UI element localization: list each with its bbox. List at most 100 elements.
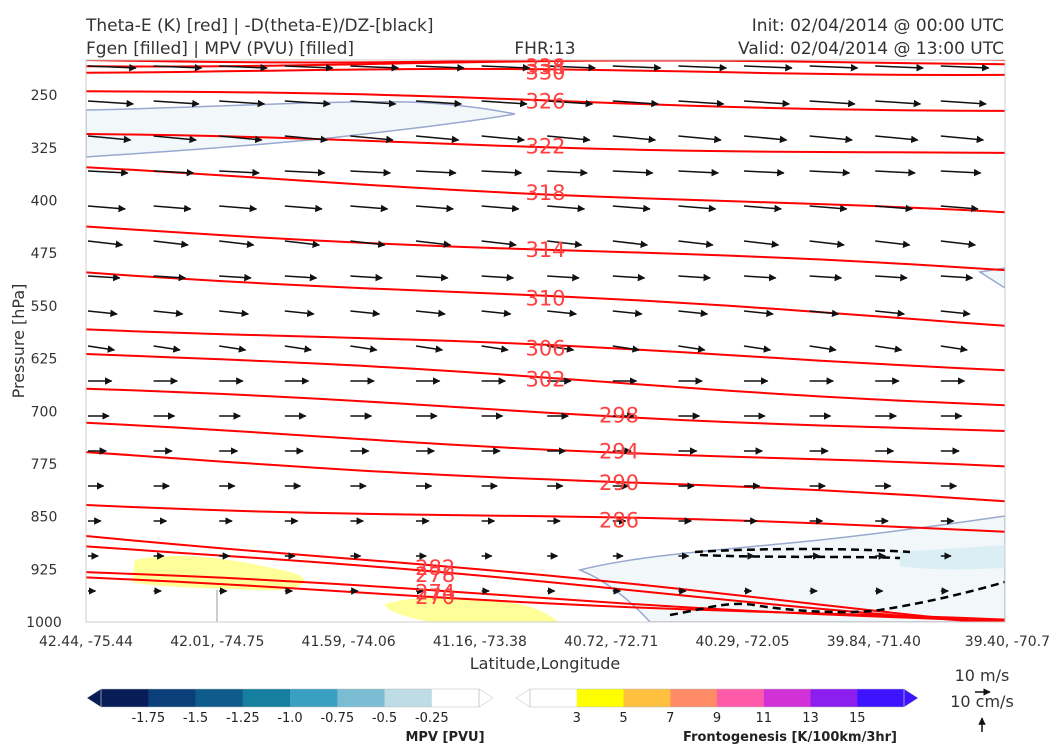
y-axis: 250 325 400 475 550 625 700 775 850 925 1000 [26,88,62,631]
wind-vector [219,309,250,318]
theta-e-contour [86,504,1005,533]
x-tick-label: 39.40, -70.7 [965,634,1050,650]
wind-vector [612,309,643,318]
colorbar-swatch [670,689,718,707]
colorbar-extension-right [478,688,494,708]
wind-vector [87,168,129,177]
x-tick-label: 40.72, -72.71 [564,634,658,650]
stability-contour-upper [694,547,911,554]
wind-vector [481,273,515,282]
wind-vector [678,99,725,108]
theta-e-contour-label: 282 [415,556,455,580]
wind-vector [940,135,985,144]
wind-vector [481,204,520,213]
y-tick-label: 550 [31,299,58,315]
vector-key-vertical-label: 10 cm/s [950,692,1014,711]
wind-vector [743,135,788,144]
colorbar-outline [529,688,905,708]
theta-e-contour [86,387,1005,432]
forecast-hour: FHR:13 [514,39,575,59]
wind-vector [547,99,594,108]
colorbar-swatch [148,689,197,707]
wind-vector [612,204,651,213]
theta-e-contour [86,90,1005,112]
theta-e-contour [86,421,1005,468]
colorbar-extension-left [86,688,102,708]
wind-vector [350,273,383,282]
wind-vector [875,309,906,318]
colorbar-tick-label: 5 [619,711,627,726]
y-tick-label: 925 [31,562,58,578]
colorbar-tick-label: -0.25 [415,711,449,726]
wind-vector [678,135,722,144]
wind-vector [219,99,266,108]
wind-vector [87,345,116,353]
wind-vector [153,168,195,177]
wind-vector [875,240,911,248]
wind-vector [350,240,386,248]
wind-vector [940,63,990,72]
x-tick-label: 41.59, -74.06 [302,634,396,650]
theta-e-contour-label: 314 [525,238,565,262]
stability-contour-lower [669,580,1005,617]
theta-e-contour-label: 290 [599,471,639,495]
wind-vector [809,309,840,318]
wind-vector [481,345,509,353]
y-tick-label: 250 [31,88,58,104]
wind-vector [284,204,323,213]
x-axis-label: Latitude,Longitude [470,654,621,673]
theta-e-contour-label: 270 [415,585,455,609]
theta-e-contour-label: 310 [525,286,565,310]
wind-vector [809,240,845,248]
y-tick-label: 700 [31,404,58,420]
wind-vector [809,345,837,353]
theta-e-contour [86,571,1005,622]
wind-vector [284,135,329,144]
colorbar-extension-left [515,688,531,708]
wind-vector [284,345,312,353]
wind-vector [284,63,334,72]
colorbar-swatch [242,689,291,707]
theta-e-contour-label: 306 [525,336,565,360]
wind-vector [415,204,454,213]
wind-vector [547,345,575,353]
theta-e-contour-label: 338 [525,55,565,79]
colorbar-swatch [717,689,765,707]
wind-vector [350,99,397,108]
wind-vector [547,273,580,282]
wind-vector [415,240,452,248]
colorbar-outline [100,688,480,708]
theta-e-contour [86,60,1005,64]
theta-e-contour-label: 334 [525,55,565,79]
vector-key-horizontal-label: 10 m/s [955,666,1010,685]
colorbar-swatch [431,689,480,707]
colorbar-tick-label: -1.75 [131,711,165,726]
wind-vector [153,99,200,108]
colorbar-tick-label: 9 [713,711,721,726]
wind-vector [153,309,184,318]
theta-e-contour [86,133,1005,154]
wind-vector [809,135,853,144]
wind-vector [87,63,137,72]
wind-vector [284,99,331,108]
theta-e-contour-label: 330 [525,61,565,85]
wind-vector [350,309,381,318]
wind-vector [415,135,460,144]
plot-background [86,60,1005,622]
valid-time: Valid: 02/04/2014 @ 13:00 UTC [738,39,1004,59]
wind-vector [153,204,192,213]
colorbar-tick-label: 3 [573,711,581,726]
wind-vector [678,345,706,353]
colorbar-swatch [195,689,244,707]
wind-vector [678,168,720,177]
wind-vector [284,168,326,177]
wind-vector [743,99,791,108]
fgen-colorbar-title: Frontogenesis [K/100km/3hr] [683,730,897,745]
wind-vector [415,309,446,318]
colorbar-tick-label: -1.5 [183,711,208,726]
colorbar-swatch [763,689,812,707]
theta-e-contour [86,353,1005,407]
wind-vector [481,240,517,248]
colorbar-swatch [337,689,386,707]
